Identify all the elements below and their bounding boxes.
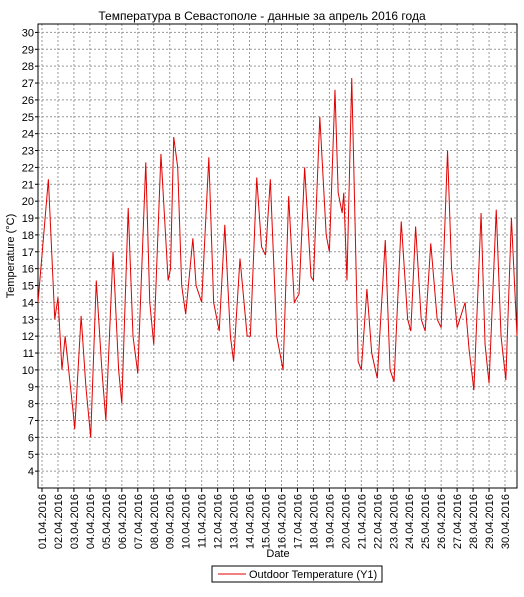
y-tick-label: 11	[23, 348, 34, 360]
x-tick-label: 10.04.2016	[181, 494, 193, 549]
x-tick-label: 12.04.2016	[213, 494, 225, 549]
y-axis-label: Temperature (°C)	[5, 214, 17, 298]
y-tick-label: 17	[22, 247, 34, 259]
x-tick-label: 25.04.2016	[420, 494, 432, 549]
y-tick-label: 14	[22, 297, 34, 309]
x-tick-label: 08.04.2016	[149, 494, 161, 549]
x-tick-label: 20.04.2016	[340, 494, 352, 549]
legend-label: Outdoor Temperature (Y1)	[249, 569, 377, 581]
x-tick-label: 30.04.2016	[500, 494, 512, 549]
x-tick-label: 16.04.2016	[276, 494, 288, 549]
y-tick-label: 24	[22, 129, 34, 141]
x-axis-label: Date	[266, 548, 289, 560]
series-line	[37, 77, 518, 438]
x-tick-label: 03.04.2016	[69, 494, 81, 549]
y-tick-label: 12	[22, 331, 34, 343]
x-tick-label: 28.04.2016	[468, 494, 480, 549]
x-tick-label: 19.04.2016	[324, 494, 336, 549]
x-tick-label: 01.04.2016	[37, 494, 49, 549]
y-tick-label: 4	[28, 466, 34, 478]
x-tick-label: 14.04.2016	[245, 494, 257, 549]
y-tick-label: 27	[22, 78, 34, 90]
x-tick-label: 04.04.2016	[85, 494, 97, 549]
y-tick-label: 7	[28, 416, 34, 428]
y-tick-label: 29	[22, 44, 34, 56]
y-tick-label: 15	[22, 281, 34, 293]
x-tick-label: 17.04.2016	[292, 494, 304, 549]
x-tick-label: 13.04.2016	[229, 494, 241, 549]
y-tick-label: 18	[22, 230, 34, 242]
y-tick-label: 28	[22, 61, 34, 73]
y-tick-label: 30	[22, 27, 34, 39]
y-tick-label: 8	[28, 399, 34, 411]
x-tick-label: 21.04.2016	[356, 494, 368, 549]
x-tick-label: 26.04.2016	[436, 494, 448, 549]
x-tick-label: 15.04.2016	[261, 494, 273, 549]
y-tick-label: 26	[22, 95, 34, 107]
x-tick-label: 05.04.2016	[101, 494, 113, 549]
y-tick-label: 10	[22, 365, 34, 377]
x-tick-label: 11.04.2016	[197, 494, 209, 548]
x-tick-label: 18.04.2016	[308, 494, 320, 549]
y-tick-label: 23	[22, 146, 34, 158]
y-tick-label: 6	[28, 432, 34, 444]
y-tick-label: 20	[22, 196, 34, 208]
y-tick-label: 19	[22, 213, 34, 225]
y-tick-label: 9	[28, 382, 34, 394]
x-tick-label: 29.04.2016	[484, 494, 496, 549]
y-tick-label: 5	[28, 449, 34, 461]
x-tick-label: 06.04.2016	[117, 494, 129, 549]
x-tick-label: 02.04.2016	[53, 494, 65, 549]
plot-frame	[37, 23, 518, 489]
x-tick-label: 09.04.2016	[165, 494, 177, 549]
x-tick-label: 07.04.2016	[133, 494, 145, 549]
y-tick-label: 25	[22, 112, 34, 124]
y-tick-label: 22	[22, 162, 34, 174]
x-tick-label: 24.04.2016	[404, 494, 416, 549]
x-tick-label: 22.04.2016	[372, 494, 384, 549]
y-tick-label: 16	[22, 264, 34, 276]
chart-title: Температура в Севастополе - данные за ап…	[98, 9, 426, 23]
x-tick-label: 23.04.2016	[388, 494, 400, 549]
legend-box	[211, 565, 383, 583]
x-tick-label: 27.04.2016	[452, 494, 464, 549]
y-tick-label: 21	[22, 179, 34, 191]
y-tick-label: 13	[22, 314, 34, 326]
